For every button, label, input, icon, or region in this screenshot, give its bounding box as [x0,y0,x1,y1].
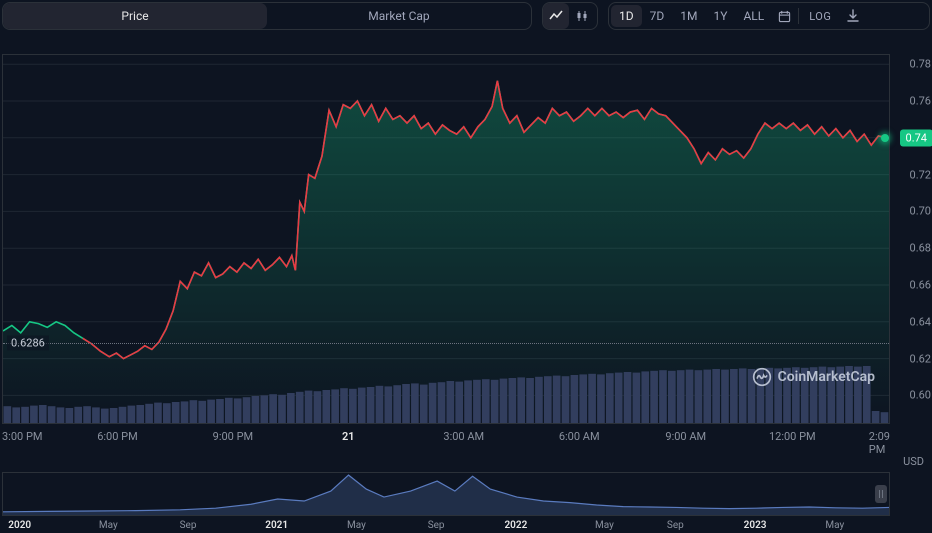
range-7d-label: 7D [650,9,665,23]
navigator-labels: 2020 May Sep 2021 May Sep 2022 May Sep 2023 May [2,520,890,533]
watermark-text: CoinMarketCap [778,369,875,385]
open-price-label: 0.6286 [7,335,49,350]
nav-tick-label: 2020 [8,520,31,531]
currency-label: USD [903,455,924,468]
range-1d[interactable]: 1D [611,5,642,27]
x-tick-label: 9:00 AM [665,430,706,443]
x-tick-label: 21 [342,430,355,443]
chart-plot-area[interactable]: 0.6286 CoinMarketCap 0.600.620.640.660.6… [2,54,890,424]
price-chart: 0.6286 CoinMarketCap 0.60 0.62 0.64 0.66 0.6… [0,54,932,446]
nav-tick-label: 2021 [265,520,288,531]
coinmarketcap-logo-icon [752,367,772,387]
tab-market-cap-label: Market Cap [368,9,429,23]
navigator-plot[interactable] [2,472,890,516]
x-tick-label: 12:00 PM [769,430,816,443]
range-all-label: ALL [743,9,764,23]
download-button[interactable] [839,9,867,23]
y-tick-label: 0.62 [910,352,931,365]
range-1y-label: 1Y [713,9,727,23]
x-tick-label: 6:00 PM [97,430,137,443]
x-tick-label: 3:00 PM [2,430,42,443]
tab-price-label: Price [121,9,148,23]
y-tick-label: 0.72 [910,168,931,181]
x-tick-label: 3:00 AM [443,430,484,443]
nav-tick-label: 2022 [504,520,527,531]
divider [798,8,799,24]
nav-tick-label: Sep [180,520,197,531]
chart-type-toggle [542,2,598,30]
tab-price[interactable]: Price [3,3,267,29]
range-selector: 1D 7D 1M 1Y ALL LOG [608,2,930,30]
range-1m-label: 1M [680,9,697,23]
nav-tick-label: May [595,520,614,531]
navigator: 2020 May Sep 2021 May Sep 2022 May Sep 2023 May [2,472,890,533]
navigator-handle[interactable] [875,485,887,503]
tab-market-cap[interactable]: Market Cap [267,3,531,29]
current-price-dot [881,134,889,142]
range-1m[interactable]: 1M [672,5,705,27]
nav-tick-label: May [825,520,844,531]
range-1d-label: 1D [619,9,634,23]
watermark: CoinMarketCap [752,367,875,387]
nav-tick-label: Sep [667,520,684,531]
y-tick-label: 0.66 [910,279,931,292]
nav-tick-label: May [99,520,118,531]
navigator-svg [3,473,889,515]
x-tick-label: 6:00 AM [559,430,600,443]
y-tick-label: 0.78 [910,58,931,71]
log-label: LOG [809,10,831,23]
y-tick-label: 0.70 [910,205,931,218]
y-tick-label: 0.68 [910,242,931,255]
current-price-badge: 0.74 [900,129,932,146]
range-1y[interactable]: 1Y [705,5,735,27]
nav-tick-label: 2023 [744,520,767,531]
date-picker-button[interactable] [772,10,796,23]
open-price-line [3,343,889,344]
chart-toolbar: Price Market Cap 1D 7D 1M 1Y ALL LOG [0,0,932,30]
metric-tabs: Price Market Cap [2,2,532,30]
x-tick-label: 9:00 PM [213,430,253,443]
candlestick-button[interactable] [569,3,595,29]
y-tick-label: 0.60 [910,389,931,402]
x-tick-label: 2:09 PM [869,430,890,456]
range-7d[interactable]: 7D [642,5,673,27]
nav-tick-label: Sep [428,520,445,531]
y-tick-label: 0.76 [910,95,931,108]
calendar-icon [778,10,791,23]
line-chart-icon [549,9,563,23]
download-icon [846,9,860,23]
nav-tick-label: May [347,520,366,531]
line-chart-button[interactable] [543,3,569,29]
x-axis-labels: 3:00 PM 6:00 PM 9:00 PM 21 3:00 AM 6:00 AM 9:0… [2,430,890,446]
range-all[interactable]: ALL [735,5,772,27]
candlestick-icon [575,9,589,23]
log-scale-toggle[interactable]: LOG [801,10,839,23]
y-tick-label: 0.64 [910,315,931,328]
